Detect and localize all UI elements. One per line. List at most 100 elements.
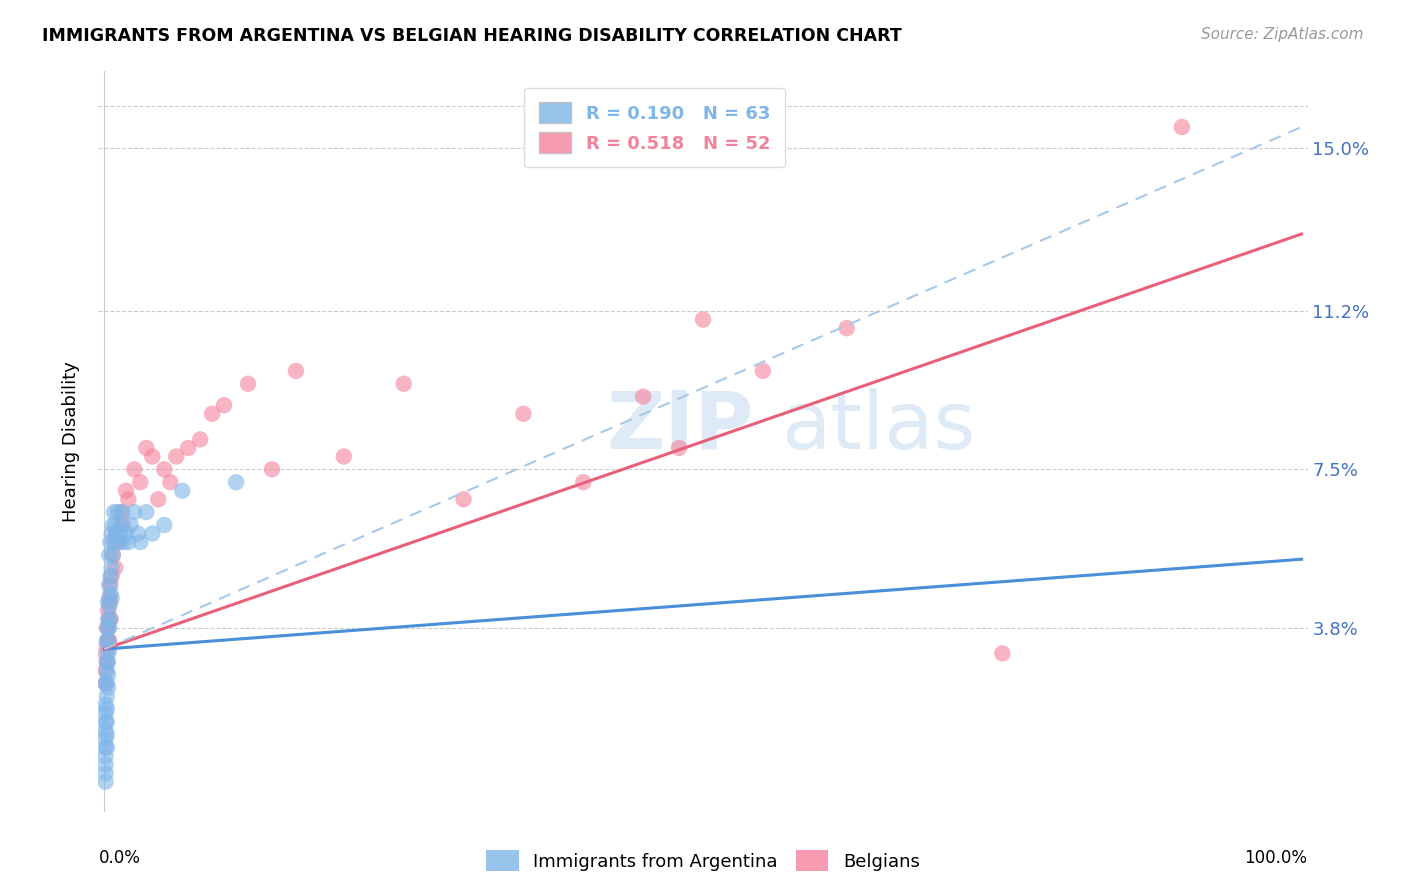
- Point: [103, 535, 125, 549]
- Point: [115, 526, 138, 541]
- Point: [107, 535, 129, 549]
- Point: [105, 526, 128, 541]
- Point: [101, 548, 124, 562]
- Point: [97, 633, 120, 648]
- Point: [104, 518, 127, 533]
- Point: [97, 681, 120, 695]
- Point: [100, 535, 122, 549]
- Point: [148, 492, 170, 507]
- Point: [107, 535, 129, 549]
- Point: [97, 612, 120, 626]
- Point: [752, 364, 775, 378]
- Point: [991, 646, 1014, 660]
- Legend: R = 0.190   N = 63, R = 0.518   N = 52: R = 0.190 N = 63, R = 0.518 N = 52: [524, 87, 785, 168]
- Point: [96, 714, 118, 729]
- Text: Source: ZipAtlas.com: Source: ZipAtlas.com: [1201, 27, 1364, 42]
- Point: [201, 407, 224, 421]
- Point: [165, 450, 187, 464]
- Point: [100, 595, 122, 609]
- Point: [127, 526, 149, 541]
- Text: 0.0%: 0.0%: [98, 849, 141, 867]
- Point: [112, 535, 135, 549]
- Point: [94, 774, 117, 789]
- Point: [97, 646, 120, 660]
- Point: [117, 492, 139, 507]
- Point: [112, 518, 135, 533]
- Point: [1171, 120, 1194, 134]
- Point: [172, 483, 194, 498]
- Point: [108, 526, 131, 541]
- Point: [225, 475, 247, 490]
- Point: [96, 655, 118, 669]
- Point: [107, 505, 129, 519]
- Point: [94, 740, 117, 755]
- Point: [100, 591, 122, 605]
- Text: ZIP: ZIP: [606, 388, 754, 466]
- Point: [94, 676, 117, 690]
- Point: [100, 569, 122, 583]
- Point: [96, 655, 118, 669]
- Point: [129, 535, 152, 549]
- Point: [94, 664, 117, 678]
- Point: [153, 518, 176, 533]
- Point: [96, 621, 118, 635]
- Point: [100, 612, 122, 626]
- Point: [135, 505, 157, 519]
- Point: [104, 561, 127, 575]
- Point: [103, 505, 125, 519]
- Y-axis label: Hearing Disability: Hearing Disability: [62, 361, 80, 522]
- Point: [94, 698, 117, 712]
- Point: [835, 321, 858, 335]
- Point: [97, 621, 120, 635]
- Point: [97, 655, 120, 669]
- Point: [153, 462, 176, 476]
- Point: [97, 621, 120, 635]
- Point: [98, 578, 121, 592]
- Point: [512, 407, 534, 421]
- Point: [101, 548, 124, 562]
- Point: [105, 526, 128, 541]
- Legend: Immigrants from Argentina, Belgians: Immigrants from Argentina, Belgians: [479, 843, 927, 879]
- Point: [94, 706, 117, 721]
- Point: [188, 433, 211, 447]
- Point: [110, 518, 132, 533]
- Point: [392, 376, 415, 391]
- Point: [94, 714, 117, 729]
- Point: [100, 586, 122, 600]
- Text: IMMIGRANTS FROM ARGENTINA VS BELGIAN HEARING DISABILITY CORRELATION CHART: IMMIGRANTS FROM ARGENTINA VS BELGIAN HEA…: [42, 27, 901, 45]
- Point: [94, 766, 117, 780]
- Point: [96, 728, 118, 742]
- Point: [94, 723, 117, 738]
- Point: [98, 599, 121, 614]
- Point: [100, 526, 122, 541]
- Point: [94, 646, 117, 660]
- Point: [631, 390, 654, 404]
- Point: [668, 441, 690, 455]
- Point: [177, 441, 200, 455]
- Point: [98, 612, 121, 626]
- Point: [135, 441, 157, 455]
- Point: [97, 604, 120, 618]
- Point: [96, 638, 118, 652]
- Point: [100, 569, 122, 583]
- Point: [692, 312, 714, 326]
- Text: atlas: atlas: [782, 388, 976, 466]
- Point: [98, 621, 121, 635]
- Point: [101, 518, 124, 533]
- Point: [110, 505, 132, 519]
- Point: [96, 676, 118, 690]
- Point: [100, 578, 122, 592]
- Point: [98, 591, 121, 605]
- Point: [120, 518, 142, 533]
- Point: [97, 595, 120, 609]
- Point: [94, 731, 117, 746]
- Point: [453, 492, 475, 507]
- Point: [94, 749, 117, 764]
- Point: [284, 364, 307, 378]
- Point: [96, 702, 118, 716]
- Point: [141, 450, 163, 464]
- Point: [333, 450, 356, 464]
- Point: [236, 376, 259, 391]
- Point: [97, 667, 120, 681]
- Point: [96, 633, 118, 648]
